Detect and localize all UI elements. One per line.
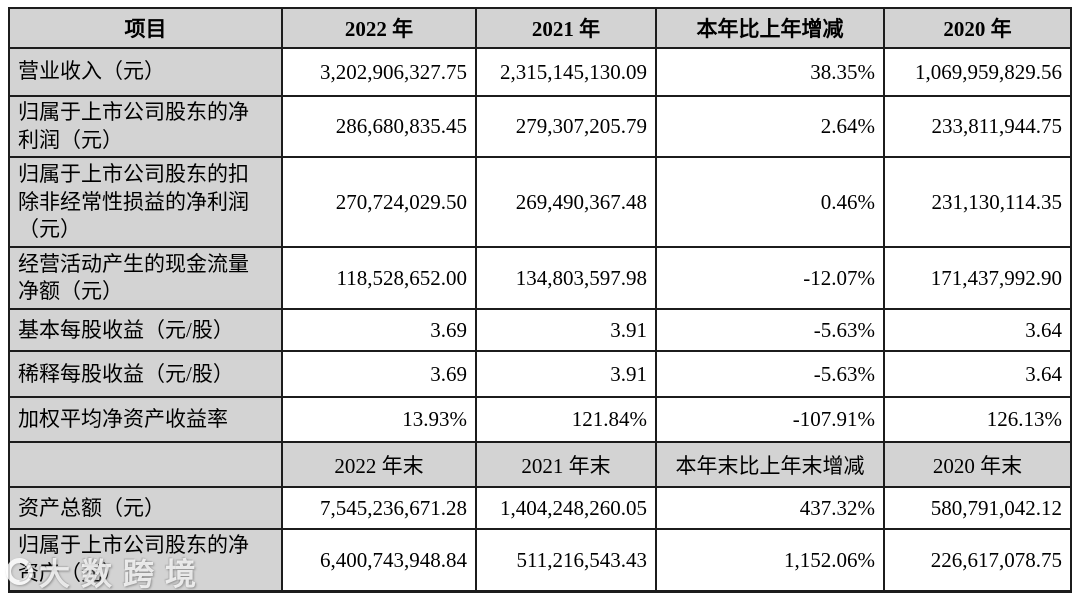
row-label: 归属于上市公司股东的净 利润（元）	[8, 94, 283, 159]
value-change: -5.63%	[655, 308, 885, 353]
value-change: 0.46%	[655, 156, 885, 249]
table-row: 基本每股收益（元/股） 3.69 3.91 -5.63% 3.64	[8, 308, 1072, 353]
col-header-change: 本年比上年增减	[655, 7, 885, 49]
value-2021: 3.91	[475, 308, 657, 353]
col-header-item: 项目	[8, 7, 283, 49]
value-2022: 118,528,652.00	[281, 246, 477, 311]
row-label: 归属于上市公司股东的扣 除非经常性损益的净利润 （元）	[8, 156, 283, 249]
value-2021: 279,307,205.79	[475, 94, 657, 159]
value-2020: 580,791,042.12	[883, 486, 1072, 531]
value-2021: 121.84%	[475, 396, 657, 444]
row-label: 基本每股收益（元/股）	[8, 308, 283, 353]
value-2020: 1,069,959,829.56	[883, 47, 1072, 97]
table-row: 经营活动产生的现金流量 净额（元） 118,528,652.00 134,803…	[8, 246, 1072, 311]
row-label: 资产总额（元）	[8, 486, 283, 531]
value-2021: 269,490,367.48	[475, 156, 657, 249]
col-header-2022: 2022 年	[281, 7, 477, 49]
financial-summary-table: 项目 2022 年 2021 年 本年比上年增减 2020 年 营业收入（元） …	[8, 7, 1072, 593]
row-label: 归属于上市公司股东的净 资产（元）	[8, 528, 283, 593]
period-end-header-2022: 2022 年末	[281, 441, 477, 489]
value-2022: 3.69	[281, 350, 477, 399]
value-change: 437.32%	[655, 486, 885, 531]
value-2021: 134,803,597.98	[475, 246, 657, 311]
value-2022: 7,545,236,671.28	[281, 486, 477, 531]
value-change: -5.63%	[655, 350, 885, 399]
table-row: 归属于上市公司股东的净 利润（元） 286,680,835.45 279,307…	[8, 94, 1072, 159]
table-header-row: 项目 2022 年 2021 年 本年比上年增减 2020 年	[8, 7, 1072, 49]
period-end-header-row: 2022 年末 2021 年末 本年末比上年末增减 2020 年末	[8, 441, 1072, 489]
table-row: 营业收入（元） 3,202,906,327.75 2,315,145,130.0…	[8, 47, 1072, 97]
value-change: 2.64%	[655, 94, 885, 159]
period-end-header-item	[8, 441, 283, 489]
col-header-2020: 2020 年	[883, 7, 1072, 49]
value-change: -12.07%	[655, 246, 885, 311]
table-row: 归属于上市公司股东的扣 除非经常性损益的净利润 （元） 270,724,029.…	[8, 156, 1072, 249]
value-2021: 1,404,248,260.05	[475, 486, 657, 531]
value-2020: 126.13%	[883, 396, 1072, 444]
period-end-header-2021: 2021 年末	[475, 441, 657, 489]
value-change: -107.91%	[655, 396, 885, 444]
table-row: 资产总额（元） 7,545,236,671.28 1,404,248,260.0…	[8, 486, 1072, 531]
row-label: 加权平均净资产收益率	[8, 396, 283, 444]
value-2020: 3.64	[883, 308, 1072, 353]
table-row: 加权平均净资产收益率 13.93% 121.84% -107.91% 126.1…	[8, 396, 1072, 444]
value-2021: 2,315,145,130.09	[475, 47, 657, 97]
value-2022: 13.93%	[281, 396, 477, 444]
period-end-header-change: 本年末比上年末增减	[655, 441, 885, 489]
value-2020: 231,130,114.35	[883, 156, 1072, 249]
value-2020: 3.64	[883, 350, 1072, 399]
value-2020: 233,811,944.75	[883, 94, 1072, 159]
value-2021: 3.91	[475, 350, 657, 399]
table-row: 归属于上市公司股东的净 资产（元） 6,400,743,948.84 511,2…	[8, 528, 1072, 593]
value-2022: 270,724,029.50	[281, 156, 477, 249]
value-2022: 286,680,835.45	[281, 94, 477, 159]
value-2020: 226,617,078.75	[883, 528, 1072, 593]
col-header-2021: 2021 年	[475, 7, 657, 49]
value-2022: 3,202,906,327.75	[281, 47, 477, 97]
value-change: 1,152.06%	[655, 528, 885, 593]
value-2020: 171,437,992.90	[883, 246, 1072, 311]
row-label: 经营活动产生的现金流量 净额（元）	[8, 246, 283, 311]
period-end-header-2020: 2020 年末	[883, 441, 1072, 489]
row-label: 稀释每股收益（元/股）	[8, 350, 283, 399]
table-row: 稀释每股收益（元/股） 3.69 3.91 -5.63% 3.64	[8, 350, 1072, 399]
value-change: 38.35%	[655, 47, 885, 97]
value-2022: 6,400,743,948.84	[281, 528, 477, 593]
value-2021: 511,216,543.43	[475, 528, 657, 593]
value-2022: 3.69	[281, 308, 477, 353]
row-label: 营业收入（元）	[8, 47, 283, 97]
